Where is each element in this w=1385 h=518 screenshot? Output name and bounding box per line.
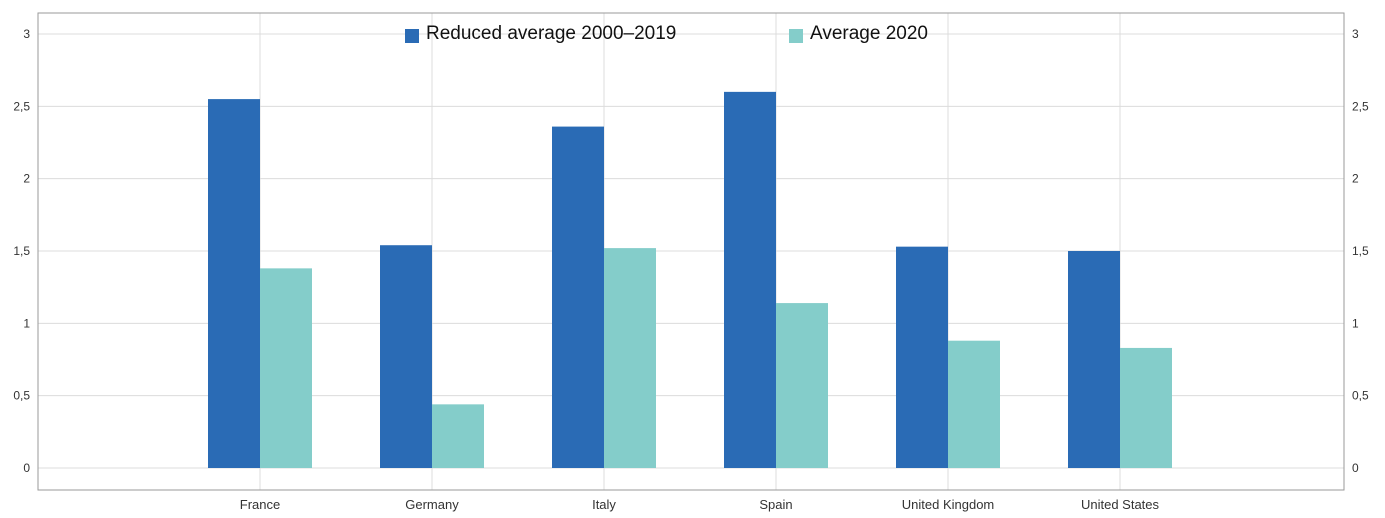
y-tick-label-right: 3 <box>1352 27 1359 41</box>
x-tick-label: France <box>240 497 280 512</box>
y-tick-label-right: 0 <box>1352 461 1359 475</box>
bar-average-2020-italy <box>604 248 656 468</box>
legend: Reduced average 2000–2019 Average 2020 <box>405 23 928 44</box>
y-tick-label-right: 2,5 <box>1352 99 1369 113</box>
x-tick-label: United States <box>1081 497 1160 512</box>
y-tick-label-left: 1,5 <box>13 244 30 258</box>
y-tick-label-left: 0 <box>23 461 30 475</box>
x-axis: France Germany Italy Spain United Kingdom Uni… <box>240 497 1160 512</box>
bars-layer <box>208 91 1172 468</box>
bar-average-2020-united-states <box>1120 347 1172 468</box>
y-tick-label-left: 2,5 <box>13 99 30 113</box>
bar-average-2020-spain <box>776 303 828 468</box>
y-tick-label-left: 1 <box>23 316 30 330</box>
x-tick-label: United Kingdom <box>902 497 995 512</box>
y-tick-label-right: 1 <box>1352 316 1359 330</box>
bar-average-2020-france <box>260 268 312 468</box>
y-tick-label-right: 1,5 <box>1352 244 1369 258</box>
y-axis-right: 0 0,5 1 1,5 2 2,5 3 <box>1352 27 1369 475</box>
bar-reduced-average-italy <box>552 126 604 468</box>
x-tick-label: Italy <box>592 497 616 512</box>
plot-frame <box>37 12 1345 491</box>
bar-reduced-average-germany <box>380 245 432 468</box>
bar-reduced-average-united-kingdom <box>896 246 948 468</box>
bar-reduced-average-france <box>208 99 260 468</box>
legend-swatch <box>405 29 419 43</box>
legend-swatch <box>789 29 803 43</box>
y-axis-left: 0 0,5 1 1,5 2 2,5 3 <box>13 27 30 475</box>
x-tick-label: Spain <box>759 497 792 512</box>
y-tick-label-left: 2 <box>23 172 30 186</box>
x-tick-label: Germany <box>405 497 459 512</box>
bar-reduced-average-united-states <box>1068 251 1120 468</box>
y-tick-label-right: 0,5 <box>1352 389 1369 403</box>
legend-label: Reduced average 2000–2019 <box>426 23 676 44</box>
y-tick-label-left: 0,5 <box>13 389 30 403</box>
plot-border <box>37 12 1345 491</box>
bar-reduced-average-spain <box>724 91 776 468</box>
legend-label: Average 2020 <box>810 23 928 44</box>
y-tick-label-right: 2 <box>1352 172 1359 186</box>
bar-average-2020-united-kingdom <box>948 340 1000 468</box>
y-tick-label-left: 3 <box>23 27 30 41</box>
bar-average-2020-germany <box>432 404 484 468</box>
